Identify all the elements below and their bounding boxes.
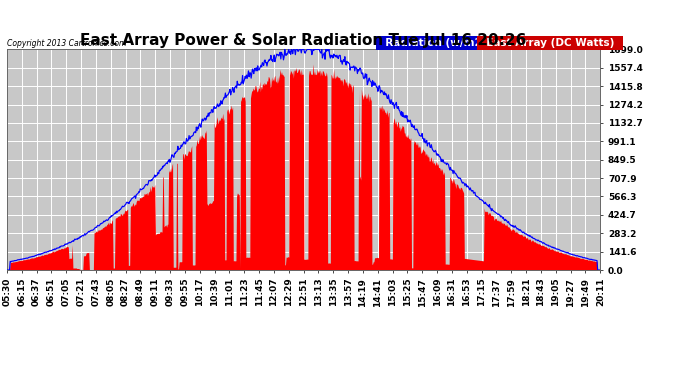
Text: East Array (DC Watts): East Array (DC Watts) [479, 38, 621, 48]
Text: Radiation (w/m2): Radiation (w/m2) [378, 38, 493, 48]
Title: East Array Power & Solar Radiation Tue Jul 16 20:26: East Array Power & Solar Radiation Tue J… [81, 33, 526, 48]
Text: Copyright 2013 Cartronics.com: Copyright 2013 Cartronics.com [8, 39, 127, 48]
